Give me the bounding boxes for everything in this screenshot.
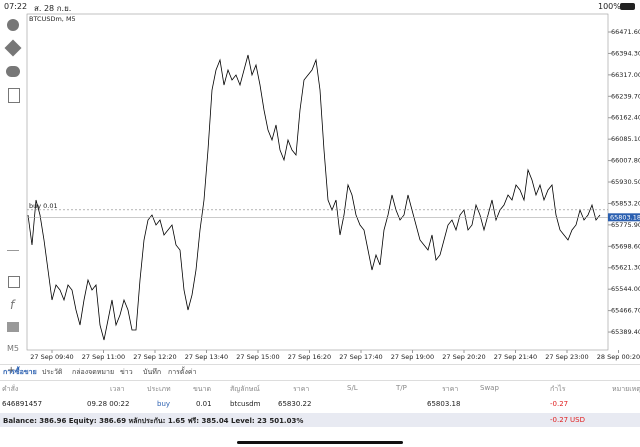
plot-frame xyxy=(26,13,609,351)
table-header: เวลา xyxy=(110,385,125,393)
tab: การซื้อขาย xyxy=(3,368,37,376)
tab: การตั้งค่า xyxy=(168,368,197,376)
x-tick-label: 27 Sep 19:00 xyxy=(391,353,434,361)
summary-profit: -0.27 xyxy=(550,416,569,424)
x-tick-label: 27 Sep 13:40 xyxy=(185,353,228,361)
summary-bar xyxy=(0,413,640,427)
table-current-price: 65803.18 xyxy=(427,400,461,408)
x-tick-label: 27 Sep 11:00 xyxy=(82,353,125,361)
table-cell: buy xyxy=(157,400,171,408)
y-tick-label: 66239.70 xyxy=(611,92,640,100)
chart-title: BTCUSDm, M5 xyxy=(29,15,76,23)
y-tick-label: 65853.20 xyxy=(611,199,640,207)
chart: BTCUSDm, M5 66471.60 66394.30 66317.00 6623… xyxy=(26,13,640,361)
add-button[interactable]: + xyxy=(7,365,16,376)
indicator-icon[interactable] xyxy=(8,276,20,288)
battery-icon xyxy=(620,3,635,10)
y-tick-label: 65930.50 xyxy=(611,178,640,186)
summary-currency: USD xyxy=(570,416,585,424)
y-tick-label: 66085.10 xyxy=(611,135,640,143)
y-tick-label: 66471.60 xyxy=(611,28,640,36)
table-header: ประเภท xyxy=(147,385,171,393)
table-header: S/L xyxy=(347,384,358,392)
y-tick-label: 65775.90 xyxy=(611,221,640,229)
table-header: สัญลักษณ์ xyxy=(230,385,260,393)
function-icon[interactable]: f xyxy=(10,298,15,312)
y-tick-label: 65466.70 xyxy=(611,307,640,315)
table-header: T/P xyxy=(396,384,407,392)
table-cell: btcusdm xyxy=(230,400,261,408)
home-indicator xyxy=(237,441,403,444)
tab-bar xyxy=(0,364,640,381)
order-label: buy 0.01 xyxy=(29,202,58,210)
table-header: Swap xyxy=(480,384,499,392)
chat-icon[interactable] xyxy=(6,66,20,77)
x-tick-label: 27 Sep 20:20 xyxy=(442,353,485,361)
account-icon[interactable] xyxy=(7,19,19,31)
x-tick-label: 27 Sep 17:40 xyxy=(339,353,382,361)
y-tick-label: 65621.30 xyxy=(611,264,640,272)
table-header: คำสั่ง xyxy=(2,385,19,393)
status-date: ส. 28 ก.ย. xyxy=(34,4,72,13)
x-tick-label: 27 Sep 16:20 xyxy=(288,353,331,361)
table-header: ราคา xyxy=(442,385,459,393)
table-header: ขนาด xyxy=(193,385,212,393)
y-tick-label: 66007.80 xyxy=(611,157,640,165)
status-battery: 100% xyxy=(598,2,621,11)
y-tick-label: 66162.40 xyxy=(611,114,640,122)
x-tick-label: 27 Sep 21:40 xyxy=(494,353,537,361)
y-tick-label: 66394.30 xyxy=(611,49,640,57)
table-header: หมายเหตุ xyxy=(612,385,640,393)
current-price-label: 65803.18 xyxy=(610,213,640,221)
table-header: กำไร xyxy=(550,385,566,393)
x-tick-label: 27 Sep 23:00 xyxy=(545,353,588,361)
x-tick-label: 27 Sep 15:00 xyxy=(236,353,279,361)
table-cell: -0.27 xyxy=(550,400,569,408)
table-cell: 0.01 xyxy=(196,400,212,408)
tab: กล่องจดหมาย xyxy=(72,368,115,376)
y-tick-label: 65389.40 xyxy=(611,328,640,336)
x-tick-label: 27 Sep 09:40 xyxy=(30,353,73,361)
y-tick-label: 65544.00 xyxy=(611,285,640,293)
status-time: 07:22 xyxy=(4,2,28,11)
timeframe-icon[interactable]: M5 xyxy=(7,344,19,353)
objects-icon[interactable] xyxy=(7,322,19,332)
tab: ประวัติ xyxy=(42,368,63,376)
x-tick-label: 27 Sep 12:20 xyxy=(133,353,176,361)
tab: บันทึก xyxy=(143,368,162,376)
y-tick-label: 66317.00 xyxy=(611,71,640,79)
table-open-price: 65830.22 xyxy=(278,400,312,408)
price-tag xyxy=(608,213,640,222)
add-icon[interactable] xyxy=(8,88,20,103)
table-header: ราคา xyxy=(293,385,310,393)
price-line xyxy=(27,54,601,341)
x-tick-label: 28 Sep 00:20 xyxy=(597,353,640,361)
table-cell: 646891457 xyxy=(2,400,43,408)
crosshair-icon[interactable] xyxy=(7,250,19,251)
summary-text: Balance: 386.96 Equity: 386.69 หลักประกั… xyxy=(3,417,304,425)
y-tick-label: 65698.60 xyxy=(611,242,640,250)
toolbar: f M5 xyxy=(0,14,26,364)
table-cell: 09.28 00:22 xyxy=(87,400,130,408)
tab: ข่าว xyxy=(120,368,133,376)
